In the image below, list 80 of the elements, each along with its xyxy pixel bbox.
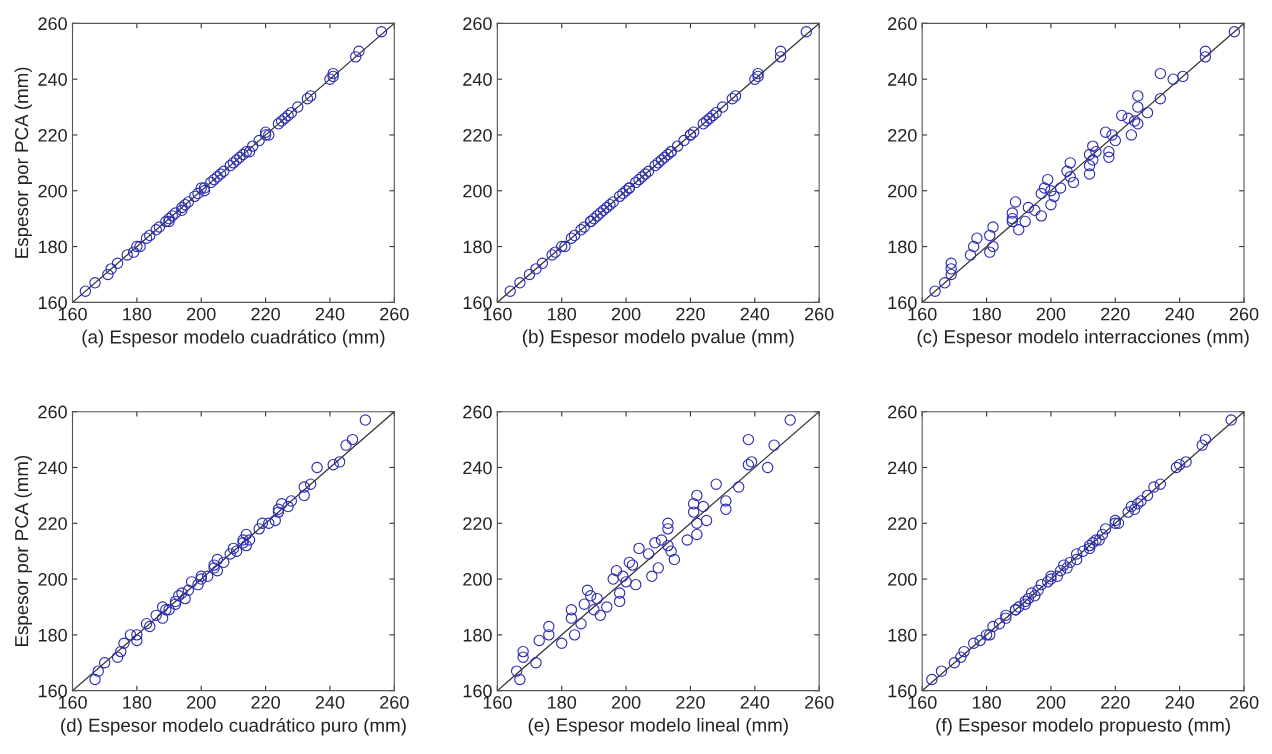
x-tick-label: 260 <box>805 696 834 709</box>
y-tick-label: 160 <box>38 684 67 698</box>
x-tick-label: 220 <box>676 696 705 709</box>
y-tick-label: 260 <box>888 17 917 31</box>
x-tick-label: 240 <box>740 696 770 709</box>
x-tick-label: 180 <box>972 696 1001 709</box>
x-axis-title: (b) Espesor modelo pvalue (mm) <box>522 329 794 348</box>
x-tick-label: 220 <box>1101 307 1130 321</box>
x-tick-label: 160 <box>908 307 937 321</box>
x-tick-label: 200 <box>187 307 216 321</box>
y-tick-label: 220 <box>888 128 917 142</box>
x-tick-label: 220 <box>1101 696 1130 709</box>
x-tick-label: 180 <box>123 307 152 321</box>
x-tick-label: 220 <box>676 307 705 321</box>
y-axis-title: Espesor por PCA (mm) <box>14 455 32 647</box>
y-tick-label: 180 <box>38 240 67 254</box>
x-tick-label: 200 <box>1036 696 1066 709</box>
y-tick-label: 160 <box>463 296 492 310</box>
y-tick-label: 260 <box>463 405 492 419</box>
y-tick-label: 260 <box>38 405 67 419</box>
y-tick-label: 240 <box>38 73 67 86</box>
y-tick-label: 220 <box>38 517 67 530</box>
x-tick-label: 240 <box>740 307 770 321</box>
x-axis-title: (d) Espesor modelo cuadrático puro (mm) <box>61 717 406 736</box>
x-axis-title: (a) Espesor modelo cuadrático (mm) <box>82 329 385 348</box>
y-tick-label: 260 <box>463 17 492 31</box>
x-tick-label: 200 <box>187 696 216 709</box>
y-axis-title: Espesor por PCA (mm) <box>14 67 32 258</box>
x-tick-label: 240 <box>1165 696 1195 709</box>
x-tick-label: 260 <box>805 307 834 321</box>
x-tick-label: 240 <box>315 307 345 321</box>
y-tick-label: 260 <box>38 17 67 31</box>
y-tick-label: 180 <box>463 240 492 254</box>
x-tick-label: 180 <box>548 307 577 321</box>
x-tick-label: 160 <box>58 696 87 709</box>
y-tick-label: 180 <box>463 628 492 642</box>
y-tick-label: 200 <box>888 184 917 198</box>
y-tick-label: 240 <box>888 461 917 475</box>
y-tick-label: 160 <box>888 296 917 310</box>
y-tick-label: 160 <box>463 684 492 698</box>
x-tick-label: 180 <box>123 696 152 709</box>
y-tick-label: 180 <box>888 240 917 254</box>
y-tick-label: 220 <box>888 517 917 530</box>
y-tick-label: 200 <box>463 184 492 198</box>
x-tick-label: 240 <box>1165 307 1195 321</box>
y-tick-label: 160 <box>38 296 67 310</box>
x-tick-label: 260 <box>380 307 409 321</box>
y-tick-label: 200 <box>38 573 67 586</box>
y-tick-label: 240 <box>463 73 492 86</box>
x-tick-label: 260 <box>1229 696 1259 709</box>
x-tick-label: 160 <box>58 307 87 321</box>
x-tick-label: 180 <box>548 696 577 709</box>
x-tick-label: 220 <box>251 307 280 321</box>
x-tick-label: 200 <box>611 696 641 709</box>
y-tick-label: 260 <box>888 405 917 419</box>
x-axis-title: (c) Espesor modelo interracciones (mm) <box>917 329 1249 348</box>
x-tick-label: 160 <box>483 696 512 709</box>
y-tick-label: 240 <box>38 461 67 475</box>
x-axis-title: (e) Espesor modelo lineal (mm) <box>528 717 788 736</box>
x-tick-label: 240 <box>315 696 345 709</box>
x-tick-label: 180 <box>972 307 1001 321</box>
y-tick-label: 200 <box>888 573 917 586</box>
y-tick-label: 200 <box>463 573 492 586</box>
y-tick-label: 220 <box>38 128 67 142</box>
y-tick-label: 180 <box>888 628 917 642</box>
y-tick-label: 240 <box>888 73 917 86</box>
y-tick-label: 240 <box>463 461 492 475</box>
y-tick-label: 180 <box>38 628 67 642</box>
x-tick-label: 160 <box>483 307 512 321</box>
y-tick-label: 220 <box>463 517 492 530</box>
x-tick-label: 260 <box>380 696 409 709</box>
x-tick-label: 200 <box>1036 307 1066 321</box>
x-tick-label: 220 <box>251 696 280 709</box>
x-tick-label: 160 <box>908 696 937 709</box>
y-tick-label: 160 <box>888 684 917 698</box>
x-axis-title: (f) Espesor modelo propuesto (mm) <box>936 717 1230 736</box>
x-tick-label: 260 <box>1229 307 1259 321</box>
y-tick-label: 200 <box>38 184 67 198</box>
x-tick-label: 200 <box>611 307 641 321</box>
y-tick-label: 220 <box>463 128 492 142</box>
